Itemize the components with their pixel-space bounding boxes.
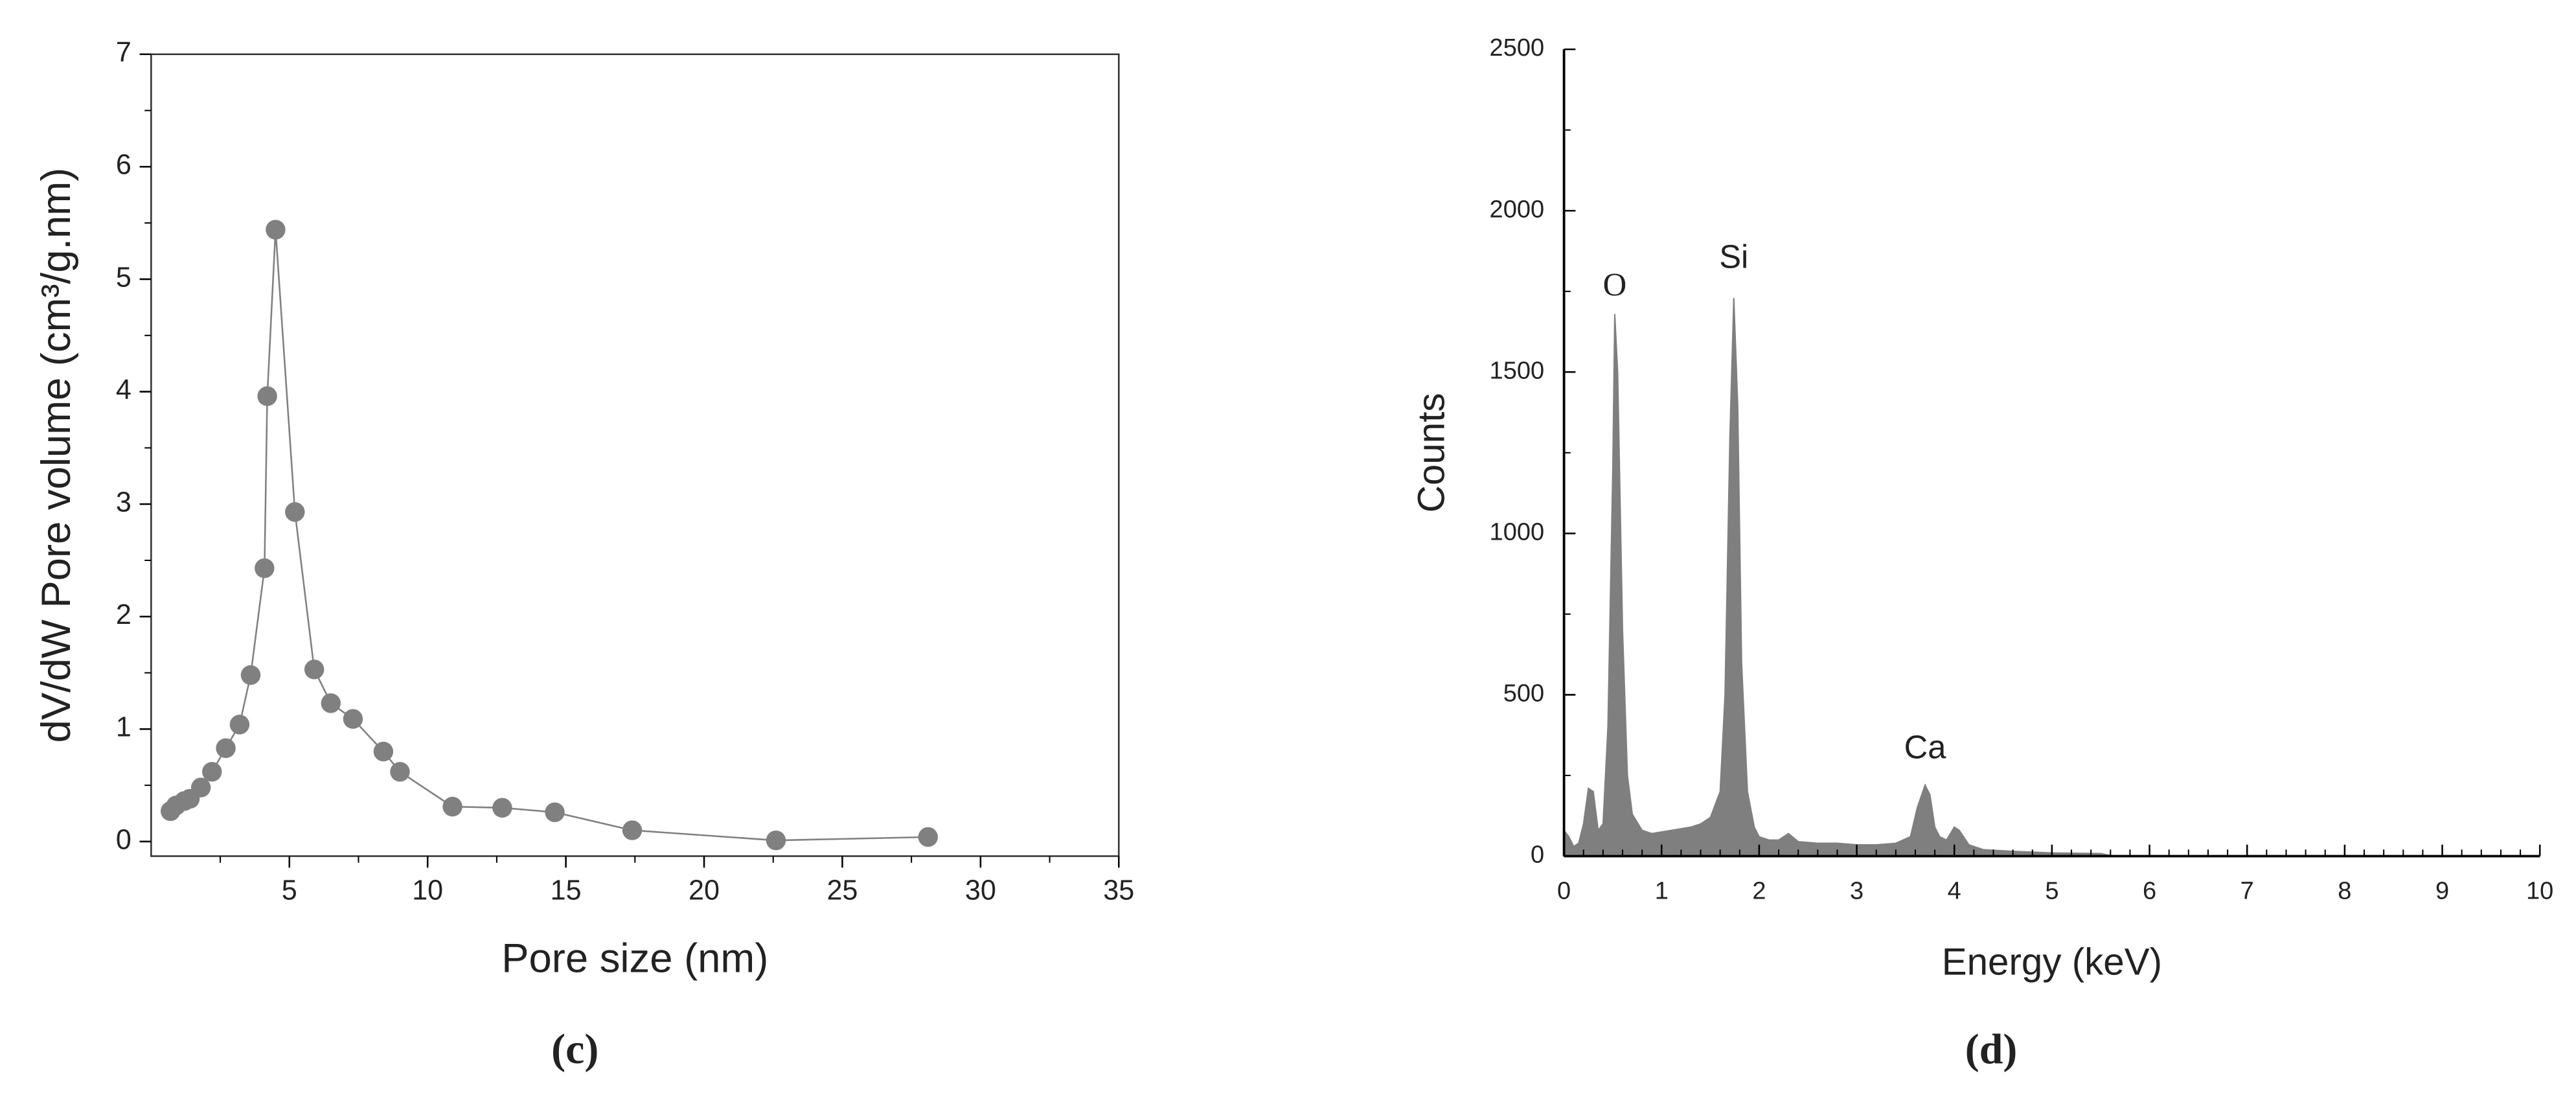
spectrum-area — [1563, 297, 2540, 857]
data-point — [255, 558, 275, 579]
y-tick-label: 0 — [116, 824, 131, 855]
caption: (c) — [551, 1026, 598, 1073]
data-point — [229, 715, 250, 735]
x-tick-label: 8 — [2338, 877, 2351, 904]
data-point — [190, 777, 211, 798]
y-tick-label: 2000 — [1490, 196, 1545, 223]
y-tick-label: 2500 — [1490, 34, 1545, 62]
x-tick-label: 5 — [2045, 877, 2058, 904]
y-tick-label: 6 — [116, 150, 131, 181]
x-tick-label: 20 — [689, 875, 720, 906]
peak-label: Ca — [1904, 729, 1947, 766]
x-tick-label: 7 — [2240, 877, 2254, 904]
x-tick-label: 25 — [826, 875, 858, 906]
data-point — [545, 802, 565, 823]
x-tick-label: 5 — [282, 875, 297, 906]
data-point — [202, 762, 222, 782]
caption: (d) — [1965, 1026, 2018, 1073]
y-tick-label: 2 — [116, 599, 131, 630]
data-point — [390, 762, 410, 782]
x-tick-label: 30 — [965, 875, 996, 906]
data-point — [304, 660, 325, 680]
data-point — [285, 502, 305, 522]
data-point — [240, 665, 261, 685]
x-tick-label: 0 — [1557, 877, 1571, 904]
plot-frame — [150, 53, 1120, 857]
x-tick-label: 1 — [1655, 877, 1669, 904]
peak-label: Si — [1719, 238, 1748, 275]
data-point — [918, 827, 938, 847]
y-tick-label: 7 — [116, 37, 131, 68]
data-point — [622, 820, 643, 840]
data-point — [492, 798, 512, 818]
peak-label: O — [1603, 266, 1627, 303]
x-tick-label: 35 — [1103, 875, 1134, 906]
x-tick-label: 10 — [412, 875, 443, 906]
x-tick-label: 6 — [2143, 877, 2156, 904]
x-tick-label: 4 — [1948, 877, 1961, 904]
x-tick-label: 3 — [1850, 877, 1864, 904]
y-tick-label: 500 — [1503, 680, 1544, 707]
y-axis-label: dV/dW Pore volume (cm³/g.nm) — [34, 168, 79, 743]
data-point — [766, 830, 786, 851]
data-point — [373, 741, 394, 762]
data-point — [321, 693, 341, 713]
y-tick-label: 0 — [1531, 842, 1544, 869]
y-tick-label: 1 — [116, 712, 131, 743]
data-point — [257, 386, 277, 406]
x-axis-label: Pore size (nm) — [501, 936, 768, 981]
y-axis-label: Counts — [1411, 393, 1453, 512]
y-tick-label: 3 — [116, 487, 131, 518]
data-line — [170, 229, 928, 842]
y-tick-label: 5 — [116, 262, 131, 293]
y-tick-label: 1000 — [1490, 518, 1545, 545]
x-tick-label: 10 — [2526, 877, 2553, 904]
data-point — [343, 709, 363, 729]
x-axis-label: Energy (keV) — [1942, 941, 2162, 983]
data-point — [442, 796, 462, 817]
x-tick-label: 15 — [551, 875, 582, 906]
x-tick-label: 2 — [1752, 877, 1766, 904]
y-tick-label: 1500 — [1490, 357, 1545, 384]
data-point — [216, 738, 236, 759]
data-point — [266, 220, 286, 240]
x-tick-label: 9 — [2435, 877, 2449, 904]
y-tick-label: 4 — [116, 374, 131, 406]
